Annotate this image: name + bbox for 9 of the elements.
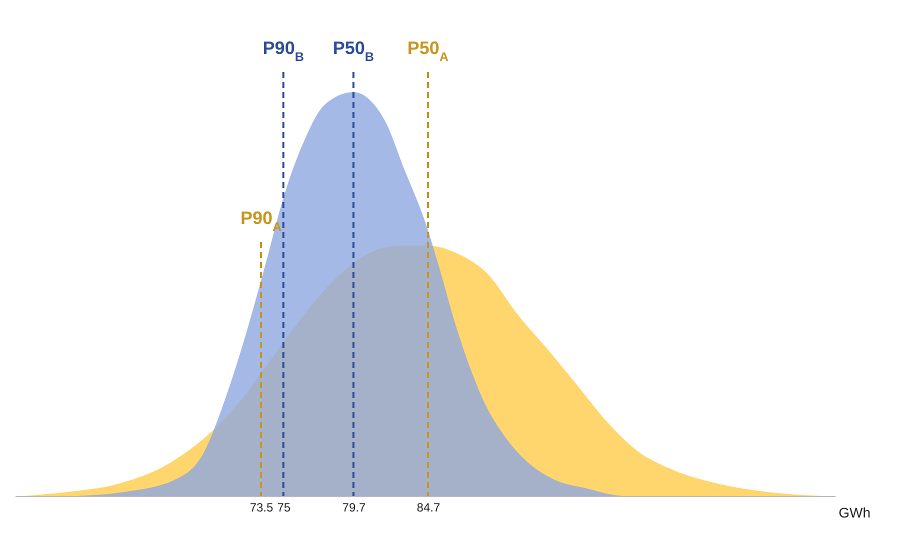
ref-line-label: P50$_{A}$ [407, 38, 449, 64]
x-tick-label: 75 [277, 500, 291, 514]
x-tick-label: 79.7 [342, 500, 366, 514]
x-tick-label: 73.5 [250, 500, 274, 514]
ref-line-label: P90$_{A}$ [240, 208, 282, 234]
ref-line-label: P50$_{B}$ [332, 38, 374, 64]
ref-line-label: P90$_{B}$ [262, 38, 304, 64]
x-axis-title: GWh [838, 504, 870, 520]
x-tick-label: 84.7 [416, 500, 440, 514]
